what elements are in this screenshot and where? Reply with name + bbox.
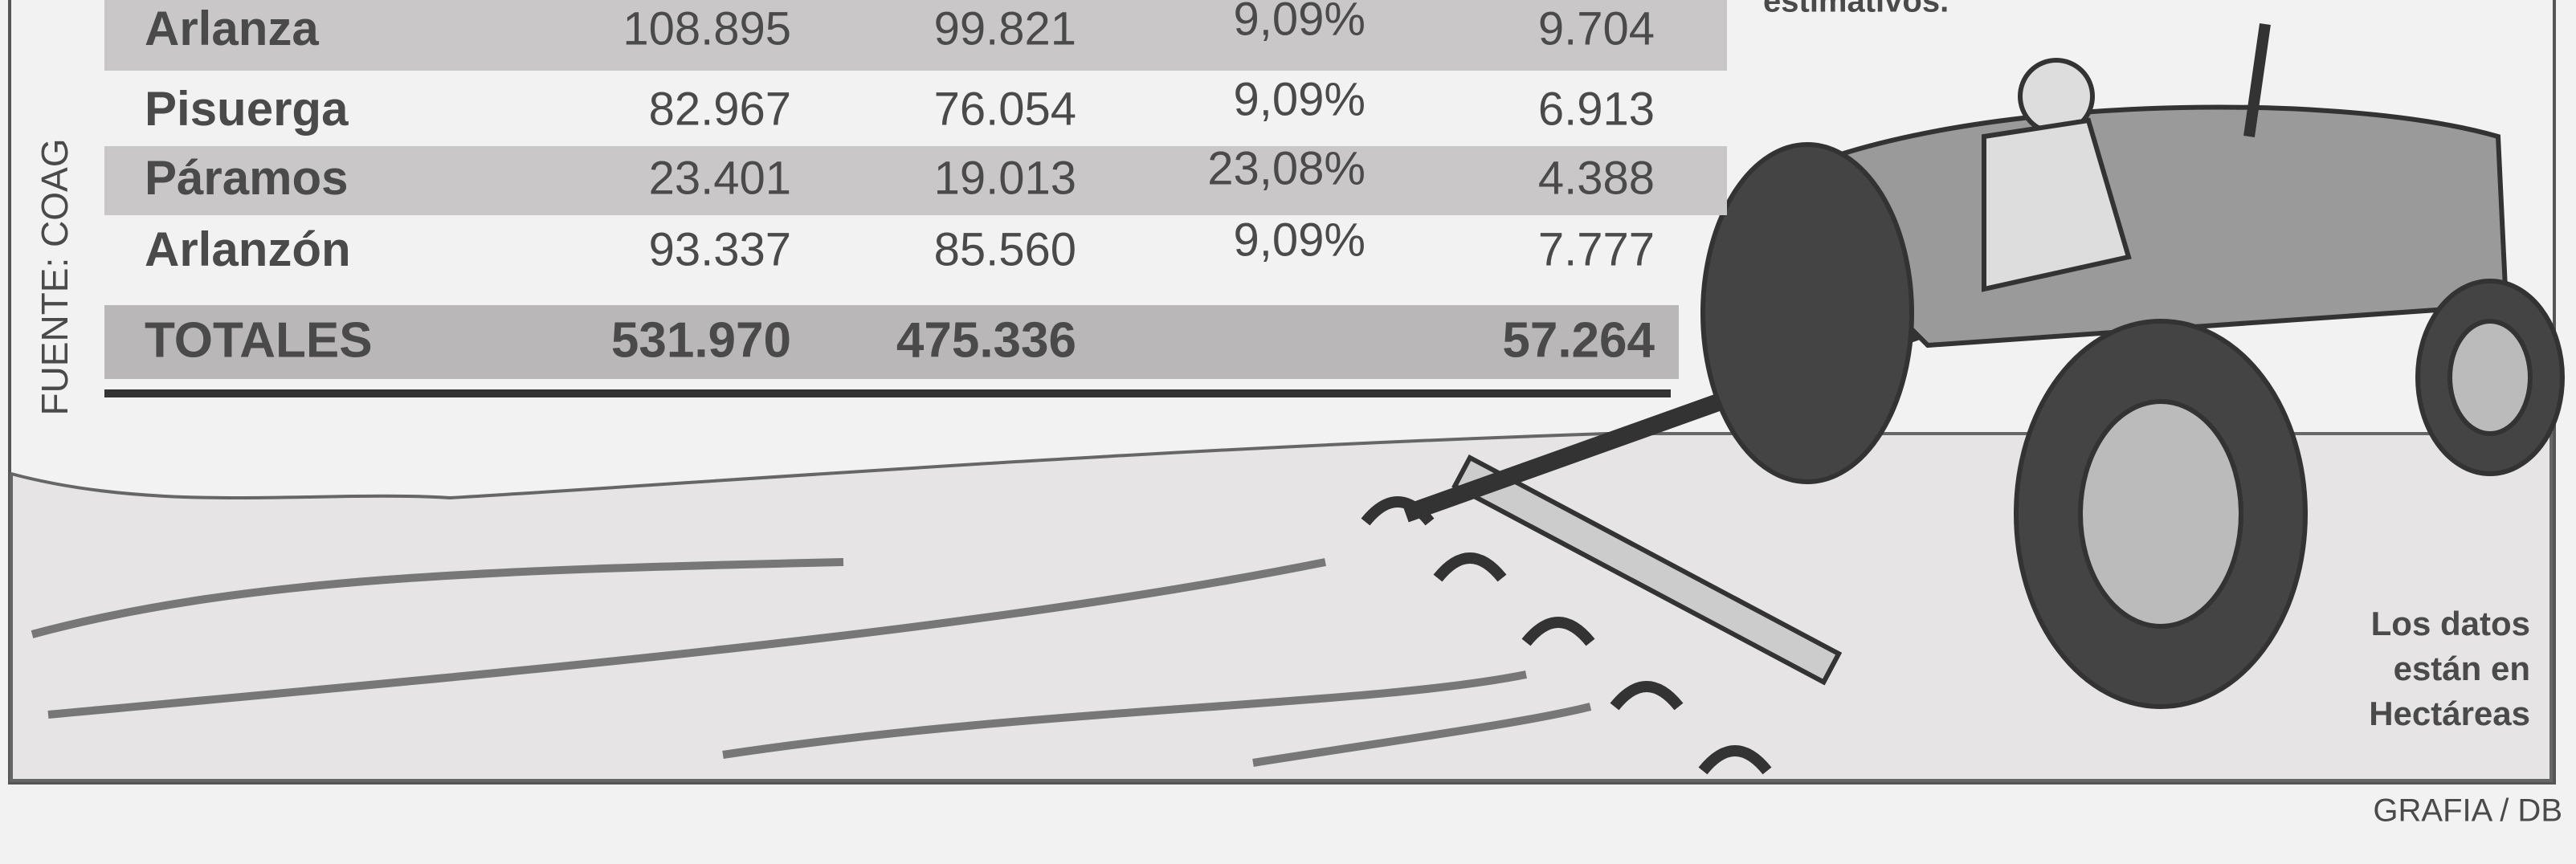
cell: 108.895 xyxy=(623,2,791,55)
totals-cell: 475.336 xyxy=(896,312,1076,368)
units-line: están en xyxy=(2394,650,2530,687)
units-note: Los datos están en Hectáreas xyxy=(2369,605,2530,732)
row-label: Pisuerga xyxy=(145,82,349,136)
cell: 23,08% xyxy=(1207,142,1366,194)
cell: 9,09% xyxy=(1234,73,1366,125)
totals-cell: 57.264 xyxy=(1502,312,1655,368)
infographic: Arlanza 108.895 99.821 9,09% 9.704 Pisuerga 82… xyxy=(0,0,2576,864)
cell: 9.704 xyxy=(1538,2,1655,55)
cell: 76.054 xyxy=(934,83,1076,135)
page: Arlanza 108.895 99.821 9,09% 9.704 Pisuerga 82… xyxy=(0,0,2576,864)
totals-cell: 531.970 xyxy=(611,312,791,368)
units-line: Los datos xyxy=(2371,605,2530,642)
cell: 19.013 xyxy=(934,152,1076,204)
cell: 85.560 xyxy=(934,223,1076,275)
row-label: Arlanza xyxy=(145,2,319,55)
cell: 7.777 xyxy=(1538,223,1655,275)
cell: 6.913 xyxy=(1538,83,1655,135)
totals-label: TOTALES xyxy=(145,312,373,368)
cell: 99.821 xyxy=(934,2,1076,55)
cell: 4.388 xyxy=(1538,152,1655,204)
cell: 23.401 xyxy=(649,152,791,204)
cell: 93.337 xyxy=(649,223,791,275)
source: FUENTE: COAG xyxy=(34,138,76,415)
note: estimativos. xyxy=(1763,0,1949,19)
credit: GRAFIA / DB xyxy=(2373,793,2562,829)
row-label: Arlanzón xyxy=(145,222,351,276)
cell: 9,09% xyxy=(1234,0,1366,45)
row-band xyxy=(104,0,1727,71)
units-line: Hectáreas xyxy=(2369,695,2530,732)
row-label: Páramos xyxy=(145,151,348,205)
cell: 9,09% xyxy=(1234,214,1366,266)
cell: 82.967 xyxy=(649,83,791,135)
